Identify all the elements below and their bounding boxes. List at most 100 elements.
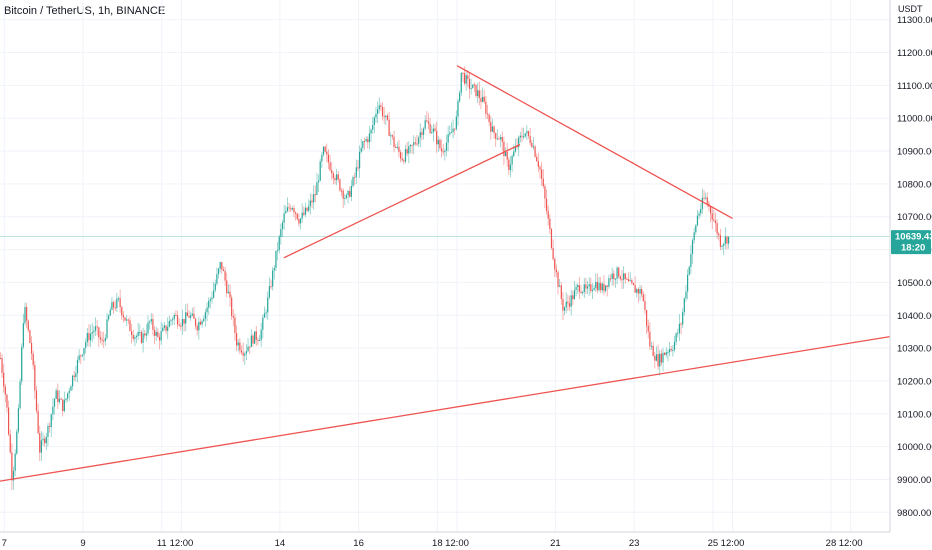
- candle-body: [572, 295, 574, 300]
- candle-body: [222, 269, 225, 272]
- candle-body: [660, 353, 662, 363]
- trendline-broken-rising-support[interactable]: [283, 143, 521, 259]
- candle-body: [37, 410, 39, 434]
- candle-body: [404, 149, 407, 162]
- time-tick-label: 7: [2, 538, 7, 549]
- candle-body: [498, 138, 500, 140]
- price-axis[interactable]: 9800.00 9900.00 10000.00 10100.00 10200.00 10…: [889, 0, 932, 532]
- candle-body: [152, 319, 154, 330]
- candle-body: [62, 399, 64, 412]
- candle-body: [29, 330, 31, 343]
- candle-body: [50, 414, 52, 427]
- candle-body: [235, 332, 238, 346]
- candle-body: [16, 431, 18, 454]
- price-tick-label: 10500.00: [897, 278, 932, 289]
- candle-body: [393, 136, 395, 147]
- candle-body: [48, 425, 51, 427]
- currency-label[interactable]: USDT: [898, 4, 923, 14]
- candle-body: [429, 123, 431, 133]
- candle-body: [347, 190, 349, 196]
- candle-body: [665, 352, 667, 355]
- candle-body: [73, 375, 75, 377]
- candle-body: [104, 338, 106, 341]
- candle-body: [455, 116, 457, 130]
- candle-body: [85, 342, 87, 348]
- candle-body: [486, 113, 489, 115]
- candle-body: [78, 355, 80, 360]
- candle-body: [500, 137, 502, 140]
- candle-body: [385, 115, 387, 117]
- candle-body: [263, 313, 266, 318]
- candle-body: [198, 321, 200, 331]
- candle-body: [199, 321, 202, 325]
- time-tick-label: 23: [629, 538, 640, 549]
- candle-body: [357, 167, 359, 169]
- candle-body: [503, 141, 505, 157]
- candle-body: [304, 207, 307, 215]
- candle-body: [117, 298, 120, 300]
- symbol-title: Bitcoin / TetherUS, 1h, BINANCE: [4, 5, 166, 17]
- candle-body: [598, 282, 600, 291]
- candle-body: [35, 390, 38, 411]
- candle-body: [173, 314, 175, 320]
- candle-body: [19, 381, 21, 409]
- candle-body: [519, 135, 521, 138]
- candle-body: [372, 125, 374, 130]
- time-tick-label: 12:00: [170, 538, 194, 549]
- candle-body: [596, 281, 599, 291]
- candle-body: [691, 240, 694, 255]
- candle-body: [362, 141, 364, 148]
- candle-body: [472, 84, 474, 89]
- candle-body: [286, 207, 289, 212]
- candle-body: [603, 283, 605, 291]
- candle-body: [631, 280, 633, 284]
- candle-body: [434, 128, 436, 131]
- candle-body: [231, 297, 233, 317]
- candle-body: [167, 326, 169, 331]
- candle-body: [268, 286, 270, 298]
- candlestick-series: [0, 66, 730, 490]
- candle-body: [278, 236, 280, 251]
- candle-body: [409, 145, 412, 147]
- candle-body: [162, 327, 164, 332]
- candle-body: [227, 291, 229, 294]
- trendlines[interactable]: [0, 65, 891, 482]
- candle-body: [219, 262, 221, 269]
- candle-body: [311, 200, 313, 203]
- candle-body: [176, 315, 179, 325]
- time-axis[interactable]: 7 9 11 12:00 14 16 18 12:00 21 23 25 12:00 28 12:00: [0, 531, 890, 549]
- candle-body: [340, 190, 343, 192]
- candle-body: [459, 92, 461, 102]
- trendline-rising-support[interactable]: [0, 335, 891, 482]
- price-tick-label: 10000.00: [897, 442, 932, 453]
- chart-grid: [0, 0, 890, 532]
- candle-body: [327, 154, 330, 163]
- candle-body: [457, 101, 459, 117]
- candle-body: [560, 285, 562, 300]
- trendline-descending-resistance[interactable]: [456, 65, 733, 219]
- candle-body: [317, 180, 320, 183]
- candle-body: [440, 148, 443, 152]
- candle-body: [381, 106, 384, 117]
- candle-body: [208, 300, 210, 308]
- candle-body: [272, 270, 274, 287]
- candle-body: [709, 206, 712, 214]
- candle-body: [700, 208, 702, 214]
- candle-body: [332, 173, 334, 179]
- candle-body: [24, 307, 26, 324]
- candle-body: [521, 135, 523, 138]
- candle-body: [363, 141, 366, 143]
- candle-body: [437, 139, 439, 145]
- last-price-tag: 10639.43 18:20: [891, 230, 932, 255]
- candle-body: [217, 268, 220, 275]
- candle-body: [668, 349, 671, 353]
- candle-body: [178, 324, 180, 326]
- candle-body: [262, 317, 264, 330]
- candle-body: [454, 128, 456, 130]
- candle-body: [609, 278, 612, 280]
- candle-body: [606, 285, 608, 287]
- candle-body: [58, 398, 61, 402]
- candle-body: [116, 298, 118, 309]
- candle-body: [678, 323, 681, 334]
